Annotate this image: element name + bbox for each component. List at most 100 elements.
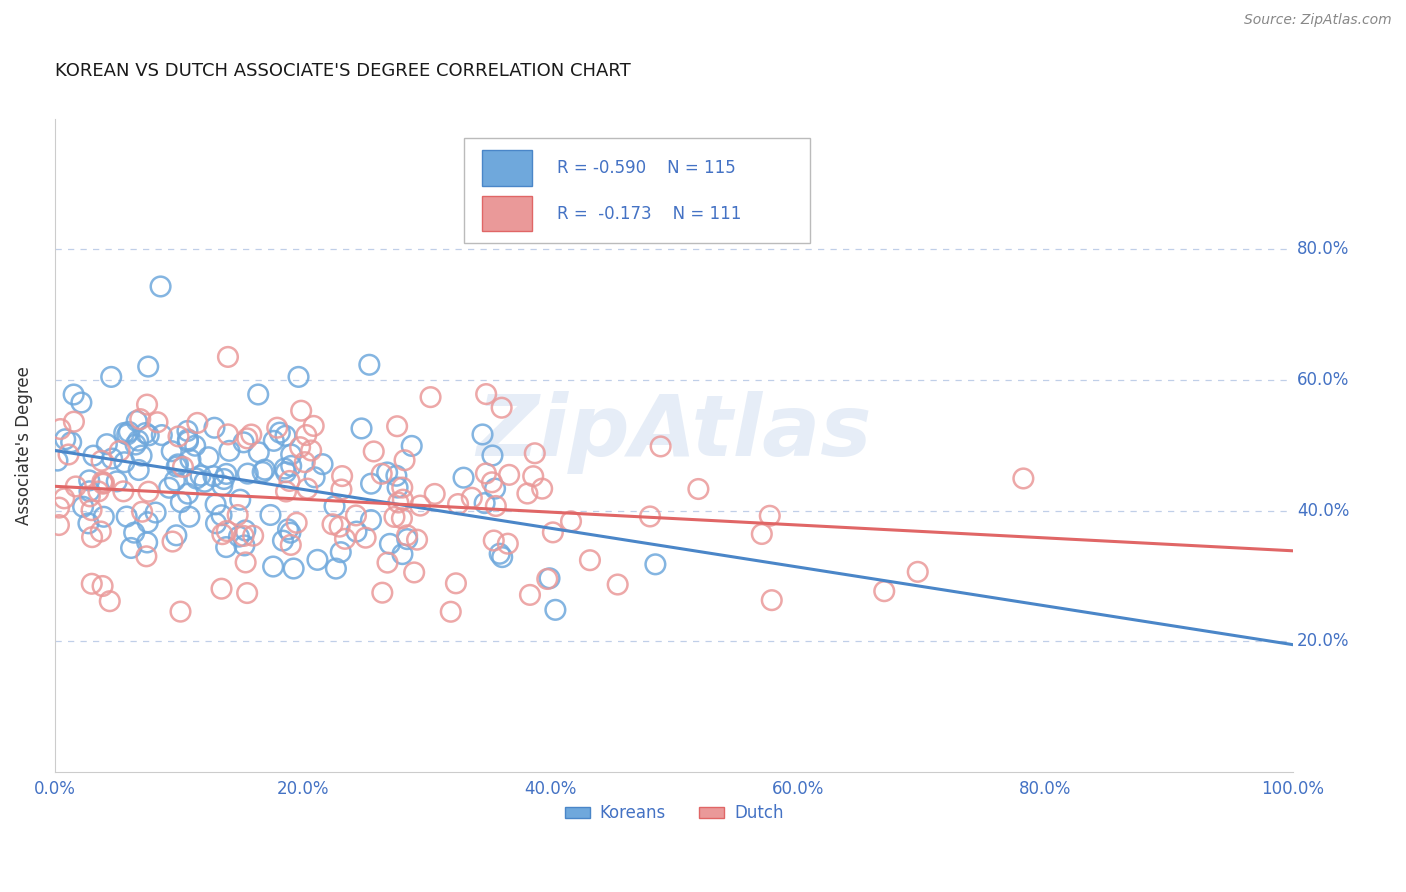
Point bbox=[280, 458, 302, 473]
Point bbox=[235, 556, 257, 570]
Point bbox=[170, 495, 193, 509]
Point bbox=[122, 525, 145, 540]
Point bbox=[91, 579, 114, 593]
Point bbox=[215, 467, 238, 481]
Point bbox=[82, 449, 104, 463]
Point bbox=[297, 482, 319, 496]
Point bbox=[280, 448, 302, 462]
Point bbox=[190, 468, 212, 483]
Point bbox=[579, 553, 602, 567]
Point bbox=[387, 495, 409, 509]
Text: Source: ZipAtlas.com: Source: ZipAtlas.com bbox=[1244, 13, 1392, 28]
Text: R = -0.590    N = 115: R = -0.590 N = 115 bbox=[557, 159, 735, 177]
Point bbox=[283, 561, 305, 575]
Point bbox=[444, 576, 467, 591]
Point bbox=[131, 449, 153, 463]
Y-axis label: Associate's Degree: Associate's Degree bbox=[15, 366, 32, 524]
Point bbox=[482, 533, 505, 548]
Point bbox=[96, 437, 118, 451]
Point bbox=[112, 484, 135, 499]
Text: 20.0%: 20.0% bbox=[1296, 632, 1350, 650]
Point bbox=[440, 605, 463, 619]
Point bbox=[307, 553, 329, 567]
Text: R =  -0.173    N = 111: R = -0.173 N = 111 bbox=[557, 204, 741, 222]
Point bbox=[204, 421, 226, 435]
Point bbox=[391, 511, 413, 525]
Point bbox=[93, 509, 115, 524]
Text: 60.0%: 60.0% bbox=[1296, 371, 1350, 389]
Text: KOREAN VS DUTCH ASSOCIATE'S DEGREE CORRELATION CHART: KOREAN VS DUTCH ASSOCIATE'S DEGREE CORRE… bbox=[55, 62, 631, 79]
Point bbox=[475, 467, 498, 481]
Point bbox=[304, 470, 326, 484]
Point bbox=[115, 509, 138, 524]
Point bbox=[277, 522, 299, 536]
Point bbox=[263, 434, 285, 448]
Point bbox=[491, 401, 513, 415]
Point bbox=[108, 444, 131, 458]
Point bbox=[385, 419, 408, 434]
Point bbox=[484, 482, 506, 496]
Point bbox=[135, 549, 157, 564]
Point bbox=[125, 414, 148, 428]
Point bbox=[138, 484, 160, 499]
Point bbox=[167, 458, 190, 472]
Point bbox=[150, 428, 173, 442]
Point bbox=[232, 529, 254, 543]
Point bbox=[101, 451, 124, 466]
Point bbox=[87, 484, 110, 499]
Point bbox=[129, 412, 152, 426]
Point bbox=[447, 497, 470, 511]
Text: 40.0%: 40.0% bbox=[1296, 502, 1350, 520]
Point bbox=[299, 443, 322, 458]
Point bbox=[172, 459, 194, 474]
Legend: Koreans, Dutch: Koreans, Dutch bbox=[558, 797, 790, 829]
Point bbox=[91, 475, 114, 489]
Point bbox=[62, 387, 84, 401]
Point bbox=[266, 420, 288, 434]
Bar bbox=[482, 150, 531, 186]
Point bbox=[391, 547, 413, 561]
Point bbox=[232, 435, 254, 450]
Point bbox=[761, 593, 783, 607]
Point bbox=[278, 474, 301, 488]
Point bbox=[211, 478, 233, 492]
Point bbox=[112, 455, 135, 469]
Point bbox=[253, 462, 276, 476]
Point bbox=[873, 584, 896, 599]
Point bbox=[344, 508, 367, 523]
Point bbox=[179, 509, 201, 524]
Point bbox=[396, 532, 419, 546]
Point bbox=[46, 453, 69, 467]
Point bbox=[481, 449, 503, 463]
Point bbox=[541, 525, 564, 540]
Point bbox=[391, 492, 413, 507]
Point bbox=[758, 508, 780, 523]
Point bbox=[124, 437, 146, 451]
Point bbox=[325, 561, 347, 575]
Point bbox=[409, 499, 432, 513]
Point bbox=[523, 446, 546, 460]
Point bbox=[80, 530, 103, 544]
Point bbox=[48, 500, 70, 515]
Point bbox=[205, 516, 228, 531]
Point bbox=[907, 565, 929, 579]
Point bbox=[145, 506, 167, 520]
Point bbox=[538, 571, 561, 585]
Point bbox=[93, 475, 115, 490]
Point bbox=[229, 492, 252, 507]
Point bbox=[274, 465, 297, 479]
Point bbox=[401, 439, 423, 453]
Point bbox=[80, 576, 103, 591]
Point bbox=[385, 468, 408, 483]
Point bbox=[333, 532, 356, 546]
FancyBboxPatch shape bbox=[464, 138, 810, 243]
Point bbox=[360, 476, 382, 491]
Point bbox=[330, 469, 353, 483]
Point bbox=[544, 603, 567, 617]
Point bbox=[329, 519, 352, 533]
Point bbox=[204, 497, 226, 511]
Point bbox=[79, 489, 101, 503]
Point bbox=[184, 439, 207, 453]
Point bbox=[134, 425, 156, 440]
Point bbox=[606, 577, 628, 591]
